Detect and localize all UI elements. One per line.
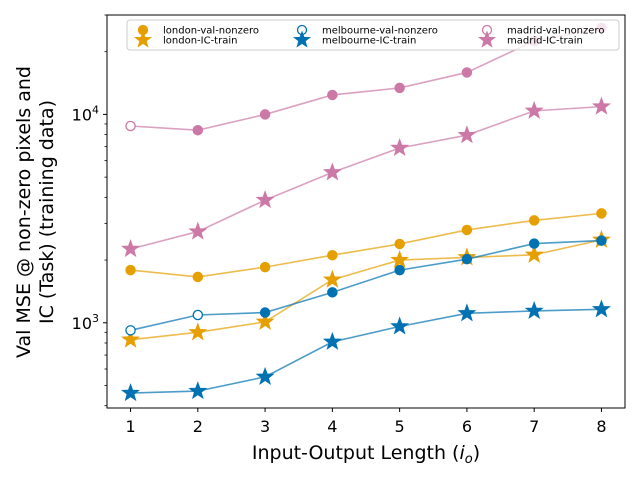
data-point-london-val-nonzero-6 xyxy=(461,224,473,236)
legend-entry-london-IC-train: london-IC-train xyxy=(133,30,237,48)
axes-layer: 1 2 3 4 5 6 7 8 103 104 xyxy=(72,14,626,436)
data-point-melbourne-IC-train-5 xyxy=(390,316,410,335)
x-tick-label-5: 5 xyxy=(395,417,405,436)
data-point-melbourne-IC-train-4 xyxy=(322,331,342,350)
data-point-melbourne-IC-train-1 xyxy=(121,383,141,402)
legend-entry-madrid-IC-train: madrid-IC-train xyxy=(477,30,583,48)
series-london-val-nonzero xyxy=(125,208,607,283)
x-tick-label-3: 3 xyxy=(260,417,270,436)
series-melbourne-val-nonzero xyxy=(125,235,607,336)
data-point-london-val-nonzero-2 xyxy=(192,271,204,283)
data-point-madrid-val-nonzero-5 xyxy=(394,82,405,94)
data-point-london-val-nonzero-5 xyxy=(394,238,405,250)
data-point-london-IC-train-3 xyxy=(255,311,275,330)
legend-label-madrid-IC-train: madrid-IC-train xyxy=(507,36,583,47)
data-point-london-IC-train-2 xyxy=(188,322,208,341)
data-point-london-IC-train-4 xyxy=(322,269,342,288)
x-tick-label-7: 7 xyxy=(529,417,539,436)
legend-label-madrid-val-nonzero: madrid-val-nonzero xyxy=(507,26,604,37)
data-point-madrid-IC-train-6 xyxy=(457,125,477,144)
legend-label-melbourne-IC-train: melbourne-IC-train xyxy=(322,36,416,47)
legend-label-london-IC-train: london-IC-train xyxy=(163,36,237,47)
data-point-madrid-val-nonzero-4 xyxy=(327,89,338,101)
legend-label-london-val-nonzero: london-val-nonzero xyxy=(163,26,259,37)
legend-entry-melbourne-IC-train: melbourne-IC-train xyxy=(292,30,416,48)
data-point-madrid-val-nonzero-3 xyxy=(259,109,271,120)
series-line-london-IC-train xyxy=(130,239,602,341)
legend-marker-madrid-IC-train xyxy=(477,30,497,48)
data-point-london-val-nonzero-4 xyxy=(327,249,338,261)
axes-frame xyxy=(106,14,626,409)
y-tick-label-10000: 104 xyxy=(72,103,99,124)
data-point-london-val-nonzero-7 xyxy=(528,215,540,226)
data-point-melbourne-val-nonzero-2 xyxy=(192,309,204,321)
plot-area xyxy=(107,15,625,408)
data-point-melbourne-val-nonzero-1 xyxy=(125,325,136,336)
data-point-madrid-IC-train-8 xyxy=(591,96,611,115)
legend-label-melbourne-val-nonzero: melbourne-val-nonzero xyxy=(322,26,438,37)
x-tick-label-8: 8 xyxy=(596,417,606,436)
data-point-melbourne-IC-train-6 xyxy=(457,303,477,322)
data-point-madrid-IC-train-5 xyxy=(390,138,410,157)
data-point-madrid-IC-train-7 xyxy=(524,100,544,119)
data-point-london-IC-train-1 xyxy=(121,329,141,348)
y-axis-label-line2: IC (Task) (training data) xyxy=(36,100,58,324)
legend-entry-melbourne-val-nonzero: melbourne-val-nonzero xyxy=(296,24,438,37)
data-point-melbourne-IC-train-2 xyxy=(188,381,208,400)
data-point-london-val-nonzero-3 xyxy=(259,261,271,273)
series-line-london-val-nonzero xyxy=(130,212,602,278)
data-point-melbourne-IC-train-3 xyxy=(255,366,275,385)
data-point-madrid-IC-train-4 xyxy=(322,162,342,181)
data-point-london-IC-train-7 xyxy=(524,244,544,263)
data-point-madrid-IC-train-1 xyxy=(121,239,141,258)
x-axis-label: Input-Output Length (io) xyxy=(252,442,480,467)
data-point-madrid-IC-train-3 xyxy=(255,190,275,209)
x-tick-label-6: 6 xyxy=(462,417,472,436)
data-point-melbourne-val-nonzero-5 xyxy=(394,264,405,276)
series-line-madrid-IC-train xyxy=(130,105,602,250)
data-point-melbourne-val-nonzero-4 xyxy=(327,287,338,298)
legend-frame xyxy=(126,19,620,51)
data-point-madrid-val-nonzero-6 xyxy=(461,67,473,78)
y-axis-label-line1: Val MSE @ non-zero pixels and xyxy=(13,66,35,358)
series-line-melbourne-val-nonzero xyxy=(130,239,602,332)
data-point-melbourne-val-nonzero-3 xyxy=(259,307,271,318)
data-point-melbourne-val-nonzero-8 xyxy=(596,235,607,246)
data-point-melbourne-val-nonzero-7 xyxy=(528,238,540,249)
data-point-melbourne-val-nonzero-6 xyxy=(461,253,473,265)
series-line-melbourne-IC-train xyxy=(130,308,602,394)
data-point-madrid-val-nonzero-2 xyxy=(192,124,204,136)
data-point-madrid-IC-train-2 xyxy=(188,221,208,240)
series-melbourne-IC-train xyxy=(121,299,611,402)
y-axis-label: Val MSE @ non-zero pixels and IC (Task) … xyxy=(13,66,58,358)
x-tick-label-2: 2 xyxy=(193,417,203,436)
data-point-madrid-val-nonzero-1 xyxy=(125,120,136,132)
x-tick-label-4: 4 xyxy=(327,417,337,436)
data-point-london-val-nonzero-1 xyxy=(125,264,136,276)
data-point-melbourne-IC-train-8 xyxy=(591,299,611,318)
x-tick-label-1: 1 xyxy=(125,417,135,436)
series-madrid-IC-train xyxy=(121,96,611,258)
legend-marker-melbourne-IC-train xyxy=(292,30,312,48)
data-point-london-IC-train-5 xyxy=(390,250,410,269)
data-point-london-val-nonzero-8 xyxy=(596,208,607,219)
series-layer xyxy=(121,22,611,402)
legend-marker-london-IC-train xyxy=(133,30,153,48)
data-point-melbourne-IC-train-7 xyxy=(524,300,544,319)
y-tick-label-1000: 103 xyxy=(72,312,99,333)
